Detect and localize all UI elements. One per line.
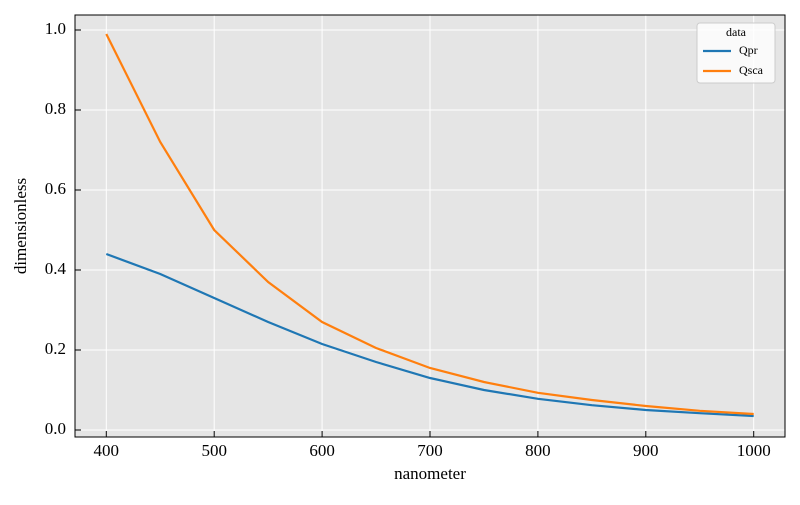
y-tick-label: 0.2	[45, 339, 66, 358]
y-tick-label: 0.0	[45, 419, 66, 438]
legend-label: Qsca	[739, 63, 764, 77]
y-tick-label: 0.8	[45, 99, 66, 118]
x-tick-label: 900	[633, 441, 659, 460]
y-tick-label: 0.4	[45, 259, 67, 278]
line	[105, 33, 754, 416]
legend-label: Qpr	[739, 43, 758, 57]
x-tick-label: 700	[417, 441, 443, 460]
y-axis-label: dimensionless	[11, 178, 30, 274]
y-tick-label: 1.0	[45, 19, 66, 38]
x-tick-label: 600	[309, 441, 335, 460]
x-axis-label: nanometer	[394, 464, 466, 483]
line	[105, 252, 754, 418]
x-tick-label: 500	[201, 441, 227, 460]
legend-box	[696, 22, 776, 84]
y-tick-label: 0.6	[45, 179, 66, 198]
x-tick-label: 400	[94, 441, 120, 460]
x-tick-label: 1000	[737, 441, 771, 460]
legend-title: data	[726, 25, 747, 39]
x-tick-label: 800	[525, 441, 551, 460]
